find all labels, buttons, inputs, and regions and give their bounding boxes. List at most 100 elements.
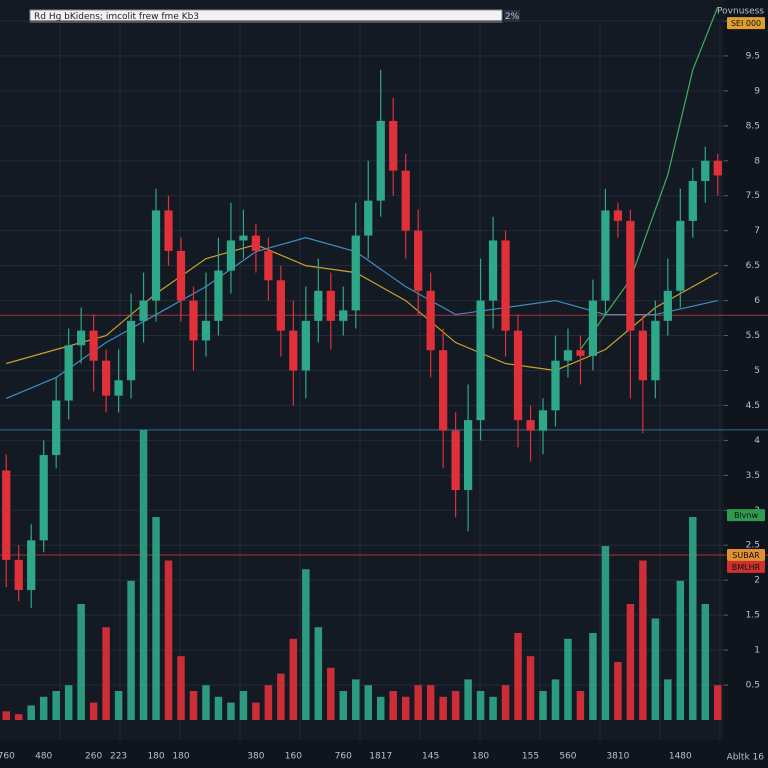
zoom-button[interactable] bbox=[504, 10, 520, 22]
candle-body bbox=[239, 235, 248, 241]
volume-bar bbox=[14, 714, 23, 720]
volume-bar bbox=[551, 679, 560, 720]
candle-body bbox=[713, 160, 722, 176]
x-tick-label: 260 bbox=[85, 752, 102, 762]
search-box[interactable] bbox=[29, 9, 503, 23]
volume-bar bbox=[114, 691, 123, 720]
x-tick-label: 145 bbox=[422, 752, 439, 762]
volume-bar bbox=[664, 679, 672, 720]
candle-body bbox=[389, 120, 398, 171]
candle-body bbox=[276, 280, 285, 331]
candle-body bbox=[588, 300, 598, 356]
volume-bar bbox=[414, 685, 422, 720]
volume-bar bbox=[476, 691, 485, 720]
volume-bar bbox=[302, 569, 310, 720]
volume-bar bbox=[439, 696, 447, 720]
volume-bar bbox=[639, 560, 647, 720]
price-badge-label: SEI 000 bbox=[731, 19, 761, 28]
candle-body bbox=[251, 235, 261, 251]
candle-body bbox=[339, 310, 348, 321]
candle-body bbox=[601, 210, 610, 301]
candle-body bbox=[126, 320, 136, 381]
volume-bar bbox=[52, 691, 60, 720]
x-tick-label: 380 bbox=[247, 752, 264, 762]
volume-bar bbox=[626, 604, 635, 720]
y-tick-label: 4.5 bbox=[746, 401, 760, 411]
candle-body bbox=[89, 330, 98, 361]
candle-body bbox=[414, 230, 423, 291]
volume-bar bbox=[526, 656, 535, 720]
y-tick-label: 6 bbox=[754, 296, 760, 306]
y-tick-label: 5.5 bbox=[746, 331, 760, 341]
y-tick-label: 2.5 bbox=[746, 541, 760, 551]
candle-body bbox=[2, 470, 11, 560]
volume-bar bbox=[214, 696, 223, 720]
volume-bar bbox=[501, 685, 510, 720]
volume-bar bbox=[701, 604, 710, 720]
candle-body bbox=[401, 170, 410, 231]
volume-bar bbox=[189, 691, 198, 720]
candle-body bbox=[613, 210, 623, 221]
volume-bar bbox=[164, 560, 173, 720]
x-tick-label: 155 bbox=[522, 752, 539, 762]
x-tick-label: 223 bbox=[110, 752, 127, 762]
candle-body bbox=[289, 330, 298, 371]
candle-body bbox=[314, 290, 323, 321]
candle-body bbox=[426, 290, 435, 351]
price-axis-panel bbox=[724, 0, 768, 768]
volume-bar bbox=[464, 679, 472, 720]
candle-body bbox=[189, 300, 198, 341]
candle-body bbox=[451, 430, 460, 491]
volume-bar bbox=[314, 627, 323, 720]
price-badge-label: Blvnw bbox=[734, 511, 759, 520]
x-tick-label: 180 bbox=[147, 752, 164, 762]
candle-body bbox=[651, 320, 660, 381]
price-badge bbox=[727, 509, 765, 522]
price-badge bbox=[727, 549, 765, 562]
candle-body bbox=[164, 210, 173, 251]
x-tick-label: 760 bbox=[0, 752, 15, 762]
candle-body bbox=[626, 220, 635, 331]
x-tick-label: 3810 bbox=[606, 752, 629, 762]
candle-body bbox=[301, 320, 310, 371]
volume-bar bbox=[514, 633, 522, 720]
y-tick-label: 7.5 bbox=[746, 191, 760, 201]
price-badge-label: BMLHR bbox=[732, 563, 761, 572]
candle-body bbox=[376, 120, 385, 201]
y-tick-label: 2 bbox=[754, 576, 760, 586]
price-badge-label: SUBAR bbox=[732, 551, 760, 560]
price-badge bbox=[727, 17, 765, 30]
candle-body bbox=[139, 300, 148, 321]
candle-body bbox=[39, 455, 48, 541]
time-axis-panel bbox=[0, 740, 724, 768]
x-tick-label: 1480 bbox=[669, 752, 692, 762]
volume-bar bbox=[376, 696, 385, 720]
candle-body bbox=[513, 330, 523, 421]
volume-bar bbox=[651, 618, 660, 720]
volume-bar bbox=[689, 517, 697, 720]
x-tick-label: 560 bbox=[559, 752, 576, 762]
volume-bar bbox=[289, 638, 298, 720]
x-tick-label: 760 bbox=[335, 752, 352, 762]
volume-bar bbox=[27, 705, 35, 720]
volume-bar bbox=[39, 696, 48, 720]
candle-body bbox=[551, 360, 560, 411]
volume-bar bbox=[89, 702, 98, 720]
volume-bar bbox=[77, 604, 85, 720]
search-text: Rd Hg bKidens; imcolit frew fme Kb3 bbox=[34, 12, 199, 22]
candle-body bbox=[27, 540, 36, 590]
y-tick-label: 6.5 bbox=[746, 261, 760, 271]
candle-body bbox=[77, 330, 86, 346]
candle-body bbox=[576, 350, 585, 356]
y-tick-label: 3.5 bbox=[746, 471, 760, 481]
volume-bar bbox=[364, 685, 372, 720]
volume-bar bbox=[614, 662, 622, 720]
y-tick-label: 4 bbox=[754, 436, 760, 446]
candle-body bbox=[264, 250, 273, 281]
volume-bar bbox=[489, 696, 497, 720]
candle-body bbox=[64, 345, 73, 401]
x-tick-label: 180 bbox=[472, 752, 489, 762]
candle-body bbox=[114, 380, 123, 396]
